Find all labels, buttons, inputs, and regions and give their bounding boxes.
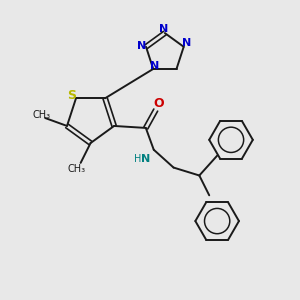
Text: N: N: [150, 61, 159, 71]
Text: N: N: [159, 24, 169, 34]
Text: CH₃: CH₃: [68, 164, 86, 174]
Text: H: H: [134, 154, 142, 164]
Text: N: N: [137, 41, 147, 51]
Text: O: O: [153, 97, 164, 110]
Text: N: N: [182, 38, 191, 48]
Text: CH₃: CH₃: [32, 110, 50, 120]
Text: S: S: [68, 89, 76, 102]
Text: N: N: [141, 154, 150, 164]
